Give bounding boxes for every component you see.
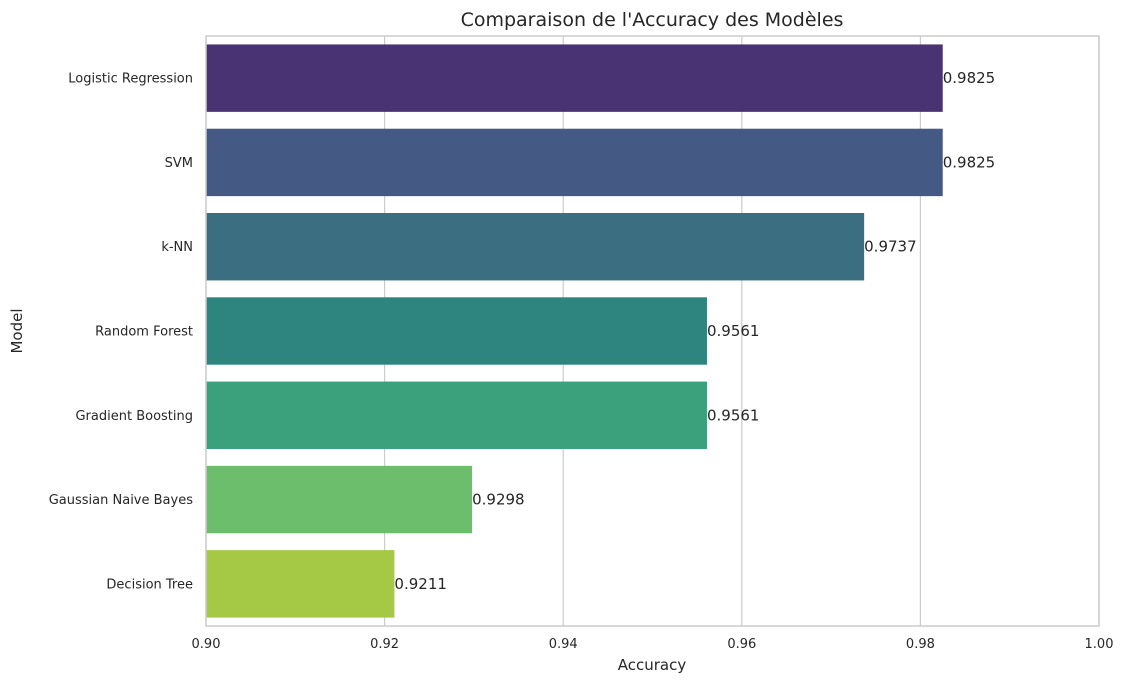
x-tick-label: 0.98 (906, 637, 935, 652)
bar (206, 213, 865, 281)
bar-layer (206, 44, 943, 618)
x-tick-label: 0.96 (727, 637, 756, 652)
label-layer: 0.9825 0.9825 0.9737 0.9561 0.9561 0.9298 0.92… (394, 69, 995, 593)
x-tick-labels: 0.90 0.92 0.94 0.96 0.98 1.00 (192, 637, 1114, 652)
y-tick-label: SVM (165, 156, 193, 171)
bar (206, 465, 473, 534)
x-tick-label: 0.90 (192, 637, 221, 652)
bar-value-label: 0.9737 (864, 238, 917, 256)
bar (206, 297, 707, 365)
y-tick-label: Logistic Regression (68, 72, 193, 87)
bar-value-label: 0.9825 (943, 69, 996, 87)
plot-frame (205, 35, 1100, 627)
bar-value-label: 0.9561 (707, 406, 760, 424)
bar (206, 44, 943, 112)
chart-title: Comparaison de l'Accuracy des Modèles (461, 9, 844, 31)
x-tick-label: 0.94 (549, 637, 578, 652)
y-tick-label: Gradient Boosting (75, 409, 193, 424)
x-tick-label: 1.00 (1085, 637, 1114, 652)
y-axis-label: Model (8, 308, 26, 353)
bar-value-label: 0.9211 (394, 575, 447, 593)
bar-value-label: 0.9561 (707, 322, 760, 340)
bar (206, 128, 943, 197)
bar (206, 550, 395, 618)
x-axis-label: Accuracy (618, 656, 687, 674)
bar-value-label: 0.9825 (943, 153, 996, 171)
y-tick-label: Gaussian Naive Bayes (49, 493, 193, 508)
y-tick-label: k-NN (161, 240, 193, 255)
y-tick-label: Decision Tree (106, 577, 193, 592)
y-tick-labels: Logistic Regression SVM k-NN Random Forest G… (49, 72, 193, 593)
bar (206, 381, 707, 449)
bar-value-label: 0.9298 (472, 491, 525, 509)
y-tick-label: Random Forest (95, 325, 193, 340)
x-tick-label: 0.92 (370, 637, 399, 652)
